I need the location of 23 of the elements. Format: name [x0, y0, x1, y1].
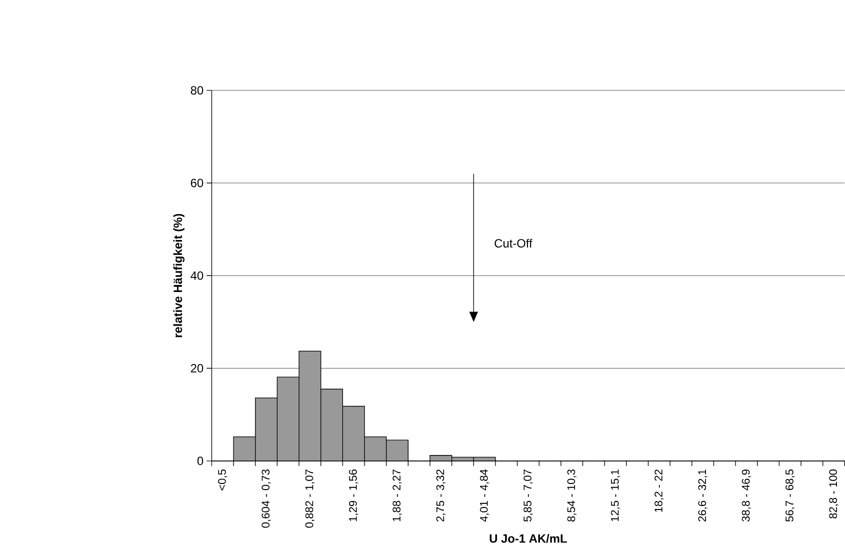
y-tick-label: 80 [190, 86, 204, 94]
x-tick-label: 0,882 - 1,07 [305, 469, 315, 528]
x-tick-label: 12,5 - 15,1 [610, 469, 620, 521]
x-tick-label: 1,88 - 2,27 [392, 469, 402, 521]
x-tick-label: 8,54 - 10,3 [567, 469, 576, 522]
y-tick-label: 40 [190, 271, 204, 280]
y-tick-label: 0 [197, 456, 204, 465]
x-tick-label: 26,6 - 32,1 [698, 469, 708, 522]
x-tick-label: 5,85 - 7,07 [524, 469, 533, 522]
x-tick-label: 56,7 - 68,5 [786, 469, 795, 522]
x-tick-label: 18,2 - 22 [654, 469, 664, 512]
annotation: Cut-Off [494, 238, 532, 248]
y-tick-label: 60 [190, 178, 204, 188]
x-tick-label: 0,604 - 0,73 [262, 469, 271, 528]
x-tick-label: <0,5 [218, 469, 228, 490]
y-tick-label: 20 [190, 364, 204, 372]
x-tick-label: 82,8 - 100 [829, 469, 838, 518]
x-tick-label: 2,75 - 3,32 [436, 469, 446, 522]
x-tick-label: 38,8 - 46,9 [742, 469, 752, 522]
x-tick-label: 4,01 - 4,84 [480, 469, 490, 522]
y-axis-title: relative Häufigkeit (%) [173, 214, 184, 337]
x-axis-title: U Jo-1 AK/mL [490, 534, 567, 543]
x-tick-label: 1,29 - 1,56 [349, 469, 358, 521]
